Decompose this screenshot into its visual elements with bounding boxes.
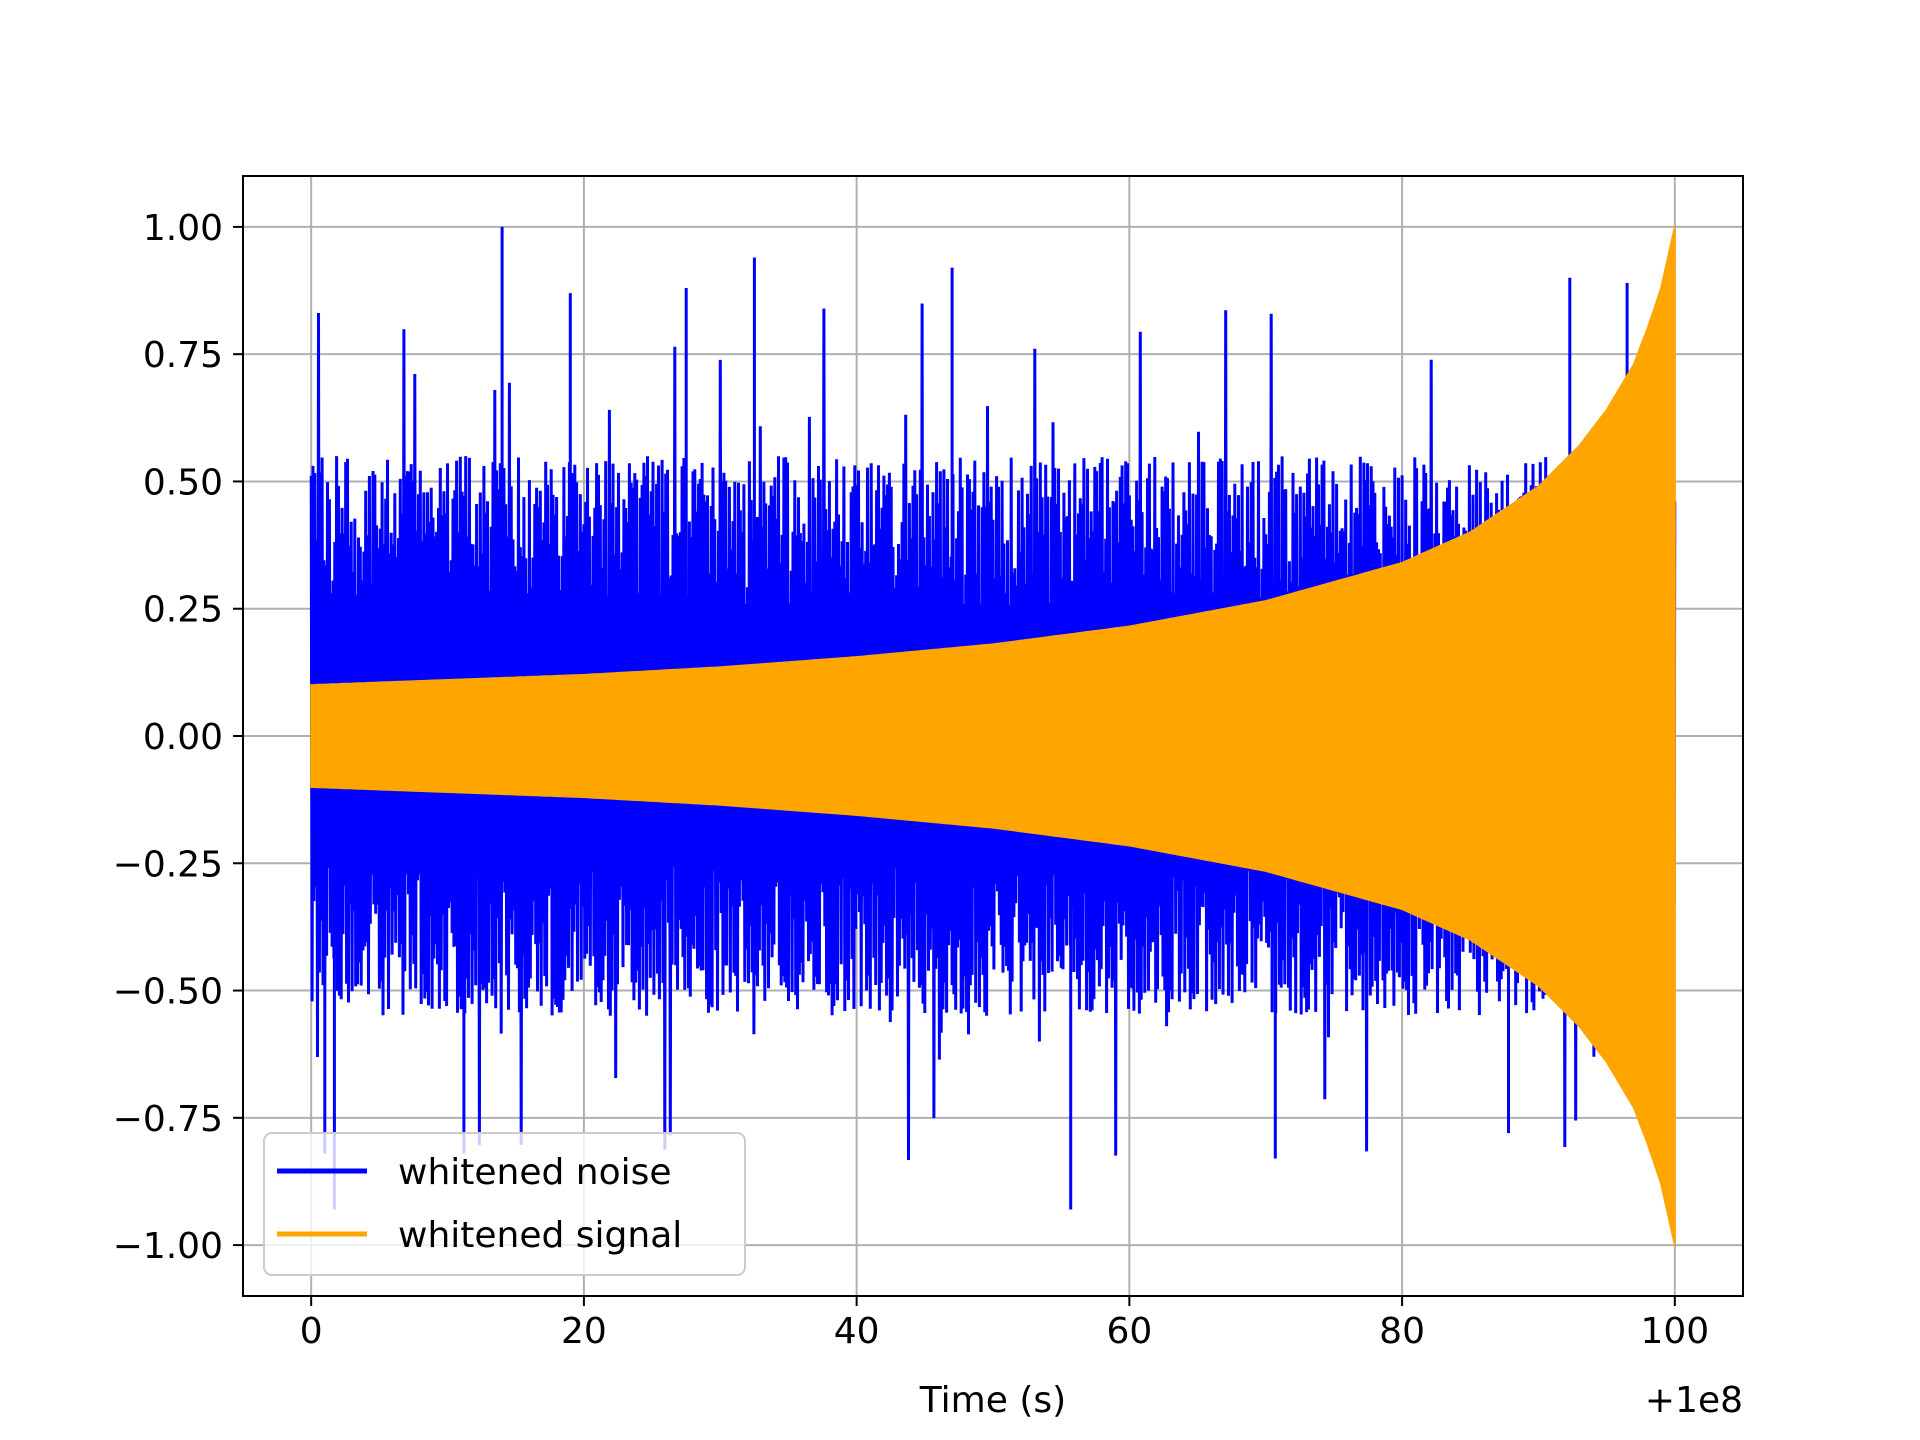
y-tick-label: 0.25 [143,590,223,631]
plot-area [309,226,1677,1246]
y-tick-label: −0.25 [113,844,223,885]
y-tick-label: 1.00 [143,208,223,249]
legend-label-signal: whitened signal [398,1215,682,1256]
y-tick-label: −0.50 [113,972,223,1013]
legend-box [263,1132,746,1276]
axis-ticks: 0 20 40 60 80 100 1.00 0.75 0.50 0.25 0.00 −0.25 −0.… [113,208,1710,1352]
legend: whitened noise whitened signal [263,1132,746,1276]
x-tick-label: 40 [834,1311,880,1352]
x-axis-label: Time (s) [919,1380,1066,1421]
y-tick-label: 0.50 [143,462,223,503]
x-tick-label: 20 [561,1311,607,1352]
x-tick-label: 100 [1640,1311,1709,1352]
x-axis-offset-label: +1e8 [1645,1380,1743,1421]
x-tick-label: 0 [300,1311,323,1352]
x-tick-label: 80 [1379,1311,1425,1352]
y-tick-label: −0.75 [113,1099,223,1140]
y-tick-label: 0.75 [143,335,223,376]
y-tick-label: −1.00 [113,1226,223,1267]
series-whitened-signal [310,226,1676,1246]
x-tick-label: 60 [1106,1311,1152,1352]
y-tick-label: 0.00 [143,717,223,758]
legend-label-noise: whitened noise [398,1152,672,1193]
